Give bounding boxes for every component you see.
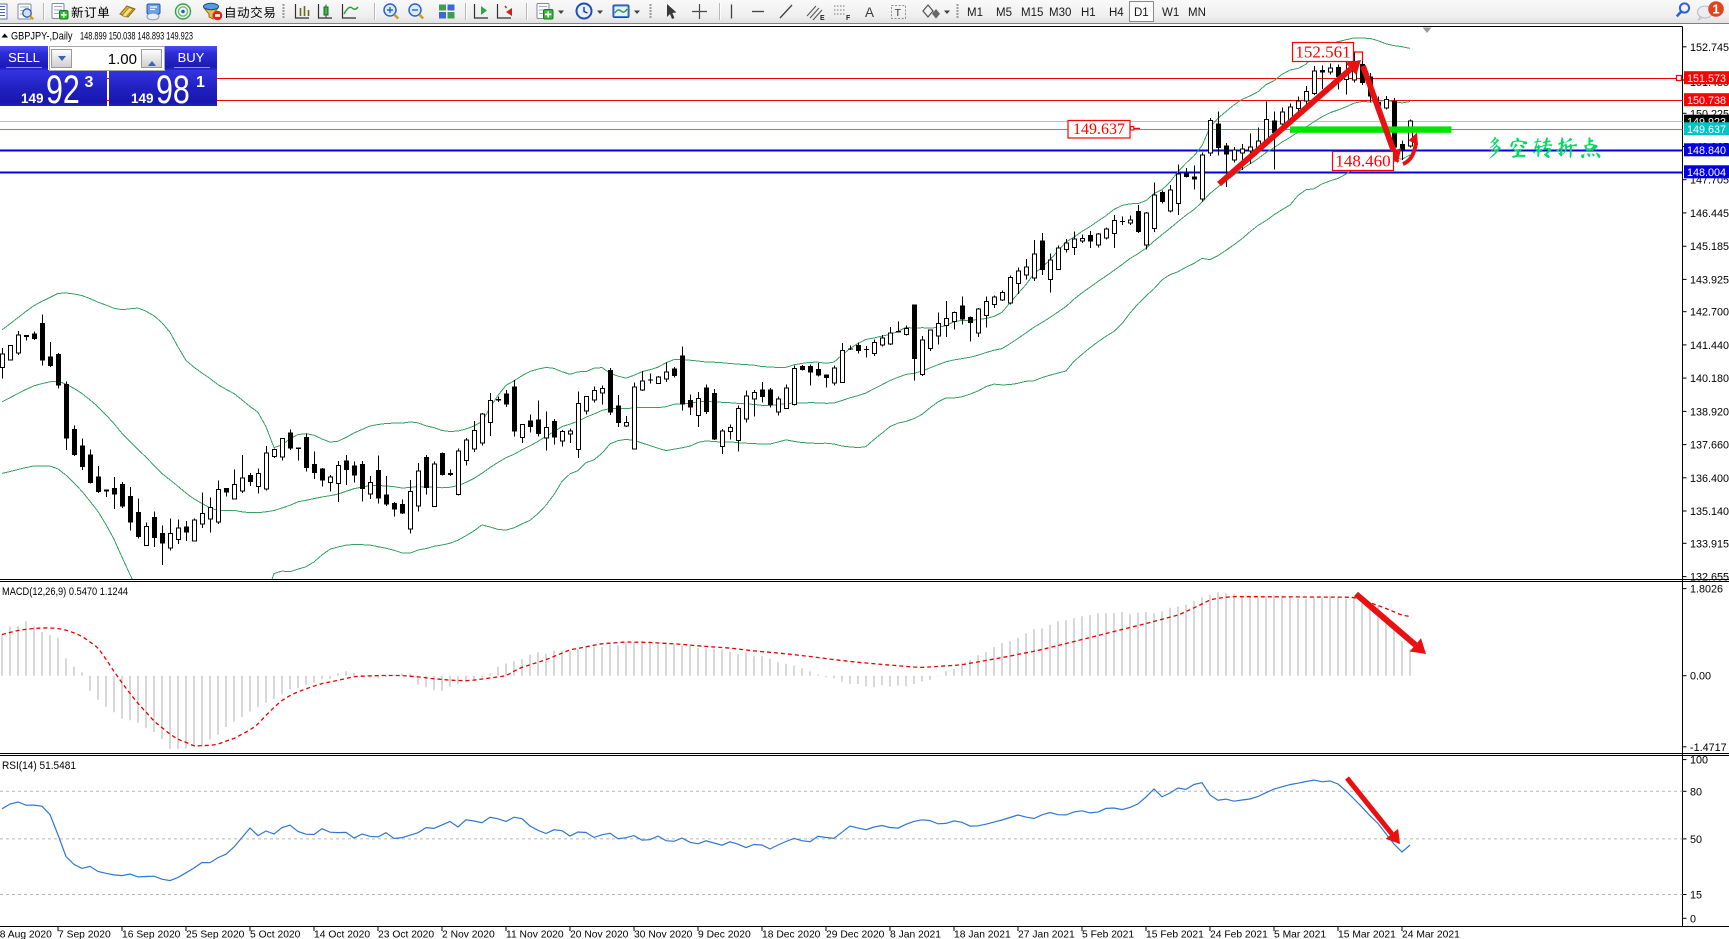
svg-text:15 Mar 2021: 15 Mar 2021: [1338, 930, 1396, 939]
svg-text:100: 100: [1690, 755, 1708, 767]
svg-text:18 Jan 2021: 18 Jan 2021: [954, 930, 1011, 939]
svg-text:132.655: 132.655: [1690, 572, 1729, 584]
svg-text:50: 50: [1690, 834, 1702, 846]
svg-text:141.440: 141.440: [1690, 340, 1729, 352]
svg-text:140.180: 140.180: [1690, 373, 1729, 385]
svg-text:8 Jan 2021: 8 Jan 2021: [890, 930, 941, 939]
svg-text:M1: M1: [967, 7, 983, 19]
svg-text:9 Dec 2020: 9 Dec 2020: [698, 930, 751, 939]
svg-text:143.925: 143.925: [1690, 274, 1729, 286]
svg-text:146.445: 146.445: [1690, 208, 1729, 220]
svg-text:5 Oct 2020: 5 Oct 2020: [250, 930, 301, 939]
svg-text:E: E: [820, 15, 825, 22]
svg-text:148.840: 148.840: [1687, 145, 1726, 157]
svg-text:135.140: 135.140: [1690, 506, 1729, 518]
svg-text:145.185: 145.185: [1690, 241, 1729, 253]
svg-text:148.899 150.038 148.893 149.92: 148.899 150.038 148.893 149.923: [80, 31, 193, 43]
svg-text:136.400: 136.400: [1690, 473, 1729, 485]
svg-text:30 Nov 2020: 30 Nov 2020: [634, 930, 693, 939]
svg-text:148.004: 148.004: [1687, 167, 1726, 179]
svg-text:149.637: 149.637: [1687, 124, 1726, 136]
svg-text:0: 0: [1690, 913, 1696, 925]
svg-text:1: 1: [1712, 2, 1719, 17]
svg-text:0.00: 0.00: [1690, 671, 1711, 683]
svg-text:MN: MN: [1188, 7, 1206, 19]
svg-text:2 Nov 2020: 2 Nov 2020: [442, 930, 495, 939]
svg-text:151.573: 151.573: [1687, 73, 1726, 85]
svg-text:28 Aug 2020: 28 Aug 2020: [0, 930, 52, 939]
svg-text:M15: M15: [1021, 7, 1043, 19]
svg-text:15 Feb 2021: 15 Feb 2021: [1146, 930, 1204, 939]
svg-text:80: 80: [1690, 786, 1702, 798]
svg-text:5 Mar 2021: 5 Mar 2021: [1274, 930, 1326, 939]
svg-text:23 Oct 2020: 23 Oct 2020: [378, 930, 434, 939]
svg-text:1.8026: 1.8026: [1690, 584, 1723, 596]
svg-text:A: A: [865, 5, 874, 20]
svg-text:20 Nov 2020: 20 Nov 2020: [570, 930, 629, 939]
svg-text:149.637: 149.637: [1073, 121, 1125, 138]
svg-text:137.660: 137.660: [1690, 440, 1729, 452]
svg-text:5 Feb 2021: 5 Feb 2021: [1082, 930, 1134, 939]
svg-text:18 Dec 2020: 18 Dec 2020: [762, 930, 821, 939]
svg-text:D1: D1: [1134, 7, 1149, 19]
svg-text:152.745: 152.745: [1690, 42, 1729, 54]
svg-text:25 Sep 2020: 25 Sep 2020: [186, 930, 245, 939]
svg-text:GBPJPY-,Daily: GBPJPY-,Daily: [11, 31, 73, 43]
svg-text:150.738: 150.738: [1687, 95, 1726, 107]
svg-text:24 Feb 2021: 24 Feb 2021: [1210, 930, 1268, 939]
svg-text:7 Sep 2020: 7 Sep 2020: [58, 930, 111, 939]
svg-text:14 Oct 2020: 14 Oct 2020: [314, 930, 370, 939]
svg-text:W1: W1: [1162, 7, 1179, 19]
svg-text:27 Jan 2021: 27 Jan 2021: [1018, 930, 1075, 939]
svg-text:15: 15: [1690, 890, 1702, 902]
svg-text:H1: H1: [1081, 7, 1096, 19]
svg-text:133.915: 133.915: [1690, 538, 1729, 550]
svg-text:MACD(12,26,9) 0.5470 1.1244: MACD(12,26,9) 0.5470 1.1244: [2, 586, 128, 598]
svg-text:142.700: 142.700: [1690, 307, 1729, 319]
svg-text:F: F: [846, 15, 851, 22]
svg-text:RSI(14) 51.5481: RSI(14) 51.5481: [2, 760, 76, 772]
svg-text:16 Sep 2020: 16 Sep 2020: [122, 930, 181, 939]
svg-text:152.561: 152.561: [1295, 43, 1350, 62]
svg-text:138.920: 138.920: [1690, 406, 1729, 418]
svg-text:-1.4717: -1.4717: [1690, 742, 1727, 754]
svg-text:H4: H4: [1109, 7, 1124, 19]
svg-text:11 Nov 2020: 11 Nov 2020: [506, 930, 564, 939]
svg-text:M30: M30: [1049, 7, 1071, 19]
svg-text:T: T: [895, 7, 902, 19]
svg-text:24 Mar 2021: 24 Mar 2021: [1402, 930, 1460, 939]
svg-text:148.460: 148.460: [1335, 152, 1390, 171]
svg-text:M5: M5: [996, 7, 1012, 19]
svg-text:29 Dec 2020: 29 Dec 2020: [826, 930, 885, 939]
